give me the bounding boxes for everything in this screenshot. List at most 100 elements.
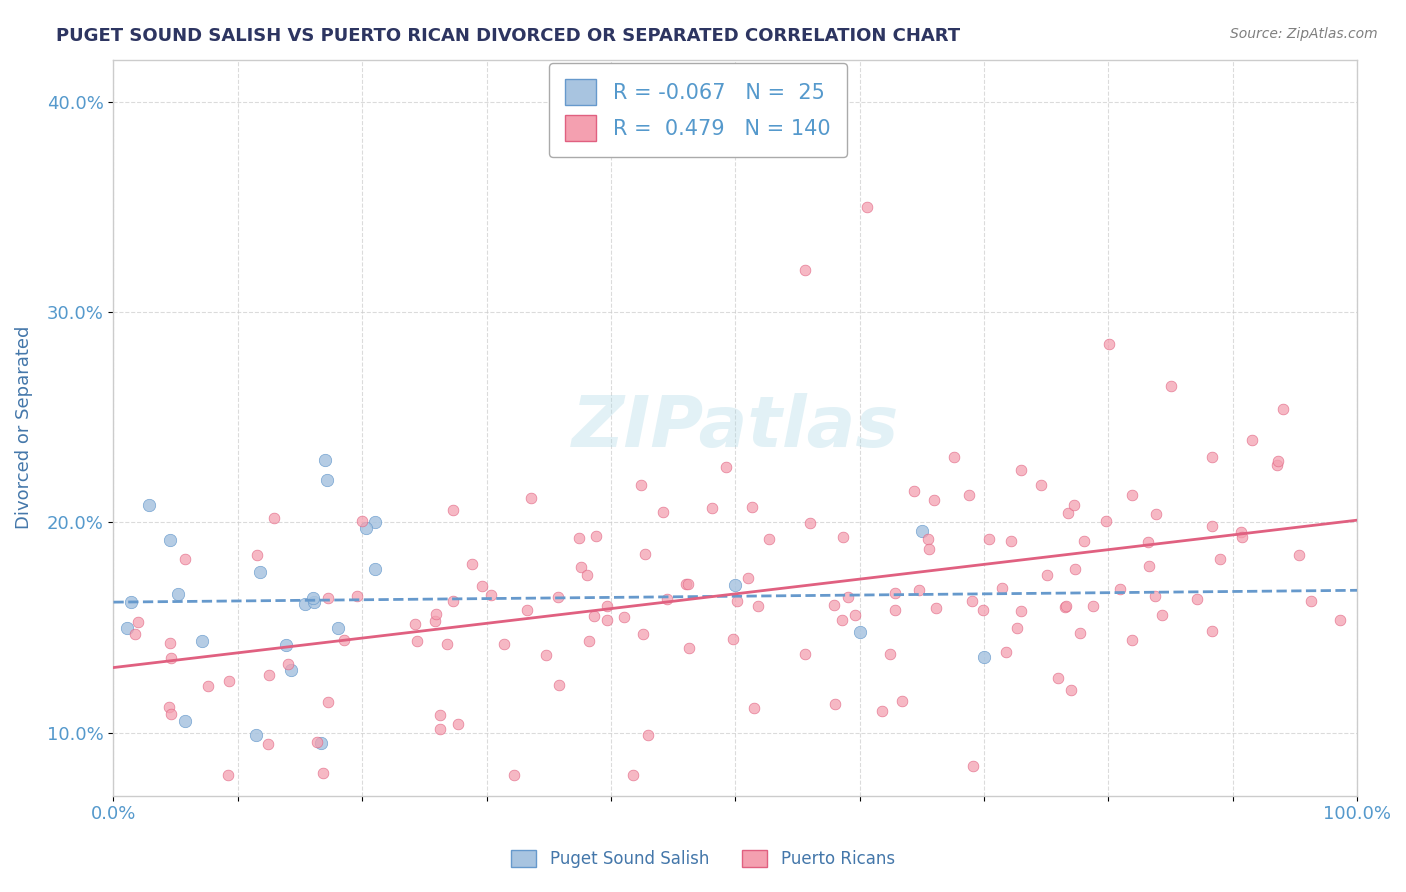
Point xyxy=(1241,434,1264,448)
Point xyxy=(1053,599,1076,614)
Point xyxy=(990,581,1012,595)
Point xyxy=(637,728,659,742)
Point xyxy=(1035,568,1057,582)
Point xyxy=(794,263,817,277)
Point xyxy=(333,632,356,647)
Point xyxy=(354,521,377,535)
Point xyxy=(676,576,699,591)
Point xyxy=(1137,558,1160,573)
Point xyxy=(263,511,285,525)
Point xyxy=(311,736,333,750)
Point xyxy=(326,621,349,635)
Point xyxy=(918,541,941,556)
Point xyxy=(1137,534,1160,549)
Point xyxy=(246,549,269,563)
Point xyxy=(547,590,569,604)
Point xyxy=(922,492,945,507)
Y-axis label: Divorced or Separated: Divorced or Separated xyxy=(15,326,32,529)
Point xyxy=(870,704,893,718)
Point xyxy=(823,598,845,612)
Point xyxy=(245,729,267,743)
Point xyxy=(1185,592,1208,607)
Point xyxy=(423,615,446,629)
Point xyxy=(633,548,655,562)
Point xyxy=(1201,624,1223,638)
Point xyxy=(1081,599,1104,613)
Point xyxy=(957,488,980,502)
Point xyxy=(316,473,339,487)
Point xyxy=(436,637,458,651)
Point xyxy=(578,634,600,648)
Point xyxy=(596,613,619,627)
Text: ZIPatlas: ZIPatlas xyxy=(572,393,898,462)
Point xyxy=(972,603,994,617)
Point xyxy=(218,673,240,688)
Point xyxy=(678,641,700,656)
Point xyxy=(364,516,387,530)
Point xyxy=(1288,548,1310,562)
Point xyxy=(831,530,853,544)
Point xyxy=(471,579,494,593)
Point xyxy=(911,524,934,539)
Point xyxy=(138,498,160,512)
Point xyxy=(503,768,526,782)
Point xyxy=(995,645,1018,659)
Point xyxy=(1144,508,1167,522)
Point xyxy=(346,589,368,603)
Point xyxy=(1121,488,1143,502)
Point xyxy=(1299,594,1322,608)
Point xyxy=(630,478,652,492)
Point xyxy=(613,610,636,624)
Point xyxy=(274,638,297,652)
Point xyxy=(257,668,280,682)
Point xyxy=(737,571,759,585)
Point xyxy=(855,200,877,214)
Point xyxy=(429,707,451,722)
Text: PUGET SOUND SALISH VS PUERTO RICAN DIVORCED OR SEPARATED CORRELATION CHART: PUGET SOUND SALISH VS PUERTO RICAN DIVOR… xyxy=(56,27,960,45)
Point xyxy=(925,600,948,615)
Point xyxy=(758,532,780,546)
Point xyxy=(1073,533,1095,548)
Point xyxy=(890,693,912,707)
Point xyxy=(724,578,747,592)
Point xyxy=(1057,506,1080,520)
Point xyxy=(363,562,385,576)
Point xyxy=(652,505,675,519)
Point xyxy=(1031,478,1053,492)
Point xyxy=(425,607,447,621)
Point xyxy=(124,627,146,641)
Point xyxy=(314,453,336,467)
Point xyxy=(908,582,931,597)
Point xyxy=(1160,378,1182,392)
Point xyxy=(461,558,484,572)
Point xyxy=(249,565,271,579)
Point xyxy=(1063,498,1085,512)
Point xyxy=(1329,613,1351,627)
Point xyxy=(159,533,181,547)
Point xyxy=(159,636,181,650)
Point xyxy=(1063,562,1085,576)
Point xyxy=(115,621,138,635)
Point xyxy=(1201,450,1223,464)
Point xyxy=(884,586,907,600)
Point xyxy=(301,591,323,606)
Point xyxy=(441,594,464,608)
Point xyxy=(1109,582,1132,597)
Point xyxy=(1272,402,1295,417)
Point xyxy=(516,603,538,617)
Point xyxy=(294,598,316,612)
Point xyxy=(127,615,149,630)
Point xyxy=(741,500,763,514)
Point xyxy=(218,768,240,782)
Point xyxy=(406,634,429,648)
Point xyxy=(1047,671,1070,685)
Point xyxy=(960,594,983,608)
Point xyxy=(1059,683,1081,698)
Point xyxy=(1229,524,1251,539)
Point xyxy=(191,633,214,648)
Point xyxy=(583,609,606,624)
Point xyxy=(197,679,219,693)
Point xyxy=(848,624,870,639)
Point xyxy=(277,657,299,672)
Point xyxy=(429,722,451,736)
